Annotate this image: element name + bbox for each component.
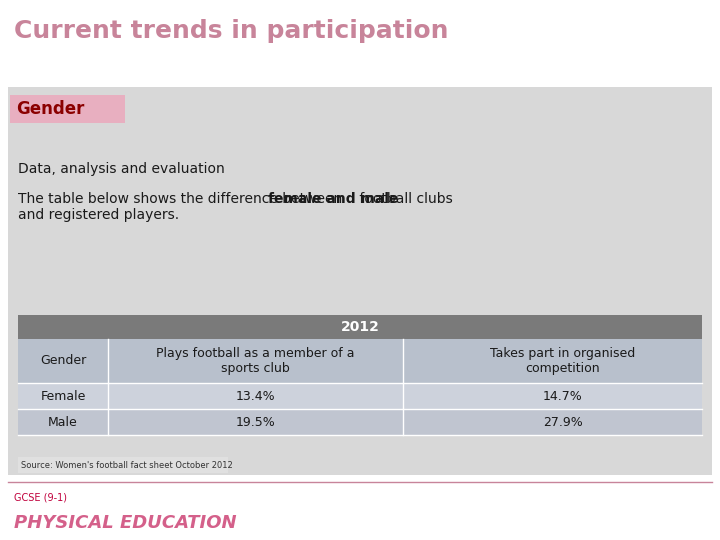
- Text: PHYSICAL EDUCATION: PHYSICAL EDUCATION: [14, 514, 237, 532]
- Text: The table below shows the difference between: The table below shows the difference bet…: [18, 192, 346, 206]
- Bar: [18, 315, 702, 339]
- Text: football clubs: football clubs: [355, 192, 453, 206]
- Text: Data, analysis and evaluation: Data, analysis and evaluation: [18, 162, 225, 176]
- Text: Takes part in organised
competition: Takes part in organised competition: [490, 347, 635, 375]
- Text: Gender: Gender: [40, 354, 86, 368]
- Bar: [18, 383, 702, 409]
- Bar: [18, 409, 702, 435]
- Text: Gender: Gender: [16, 100, 84, 118]
- Text: 19.5%: 19.5%: [235, 415, 275, 429]
- Text: 14.7%: 14.7%: [543, 389, 582, 402]
- Text: Plays football as a member of a
sports club: Plays football as a member of a sports c…: [156, 347, 355, 375]
- Bar: [8, 87, 712, 475]
- Bar: [18, 339, 702, 383]
- Text: 13.4%: 13.4%: [235, 389, 275, 402]
- Text: female and male: female and male: [268, 192, 398, 206]
- Text: Source: Women's football fact sheet October 2012: Source: Women's football fact sheet Octo…: [21, 461, 233, 469]
- Text: Current trends in participation: Current trends in participation: [14, 19, 449, 43]
- Bar: [18, 457, 228, 473]
- Text: 2012: 2012: [341, 320, 379, 334]
- Text: Male: Male: [48, 415, 78, 429]
- Text: GCSE (9-1): GCSE (9-1): [14, 493, 67, 503]
- Text: Female: Female: [40, 389, 86, 402]
- Text: and registered players.: and registered players.: [18, 208, 179, 222]
- Text: 27.9%: 27.9%: [543, 415, 582, 429]
- Bar: [10, 95, 125, 123]
